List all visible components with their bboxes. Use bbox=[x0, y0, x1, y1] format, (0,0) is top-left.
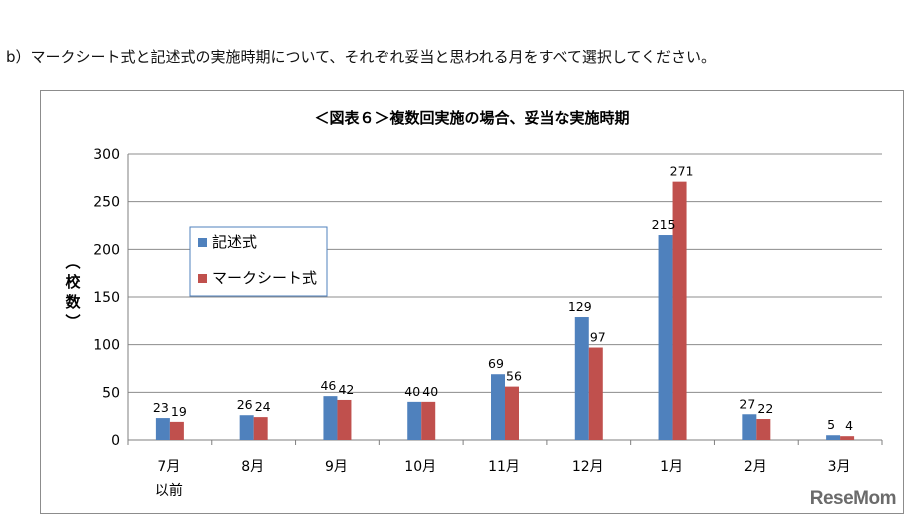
y-tick-label: 100 bbox=[93, 338, 120, 354]
data-label: 46 bbox=[320, 378, 336, 393]
bar-kijutsu bbox=[239, 415, 254, 440]
chart-frame bbox=[40, 90, 904, 514]
x-tick-label: 7月 bbox=[157, 459, 180, 475]
bar-kijutsu bbox=[742, 414, 757, 440]
data-label: 69 bbox=[488, 356, 504, 371]
data-label: 129 bbox=[568, 299, 592, 314]
x-tick-label: 10月 bbox=[404, 459, 436, 475]
x-tick-label: 12月 bbox=[572, 459, 604, 475]
legend-swatch-kijutsu bbox=[198, 238, 207, 247]
data-label: 23 bbox=[153, 400, 169, 415]
x-tick-label: 8月 bbox=[241, 459, 264, 475]
data-label: 22 bbox=[757, 401, 773, 416]
data-label: 40 bbox=[422, 384, 438, 399]
data-label: 26 bbox=[237, 397, 253, 412]
bar-marksheet bbox=[253, 417, 268, 440]
bar-marksheet bbox=[756, 419, 771, 440]
x-tick-label: 以前 bbox=[155, 482, 183, 499]
y-axis-label-char: ︶ bbox=[64, 313, 80, 331]
data-label: 97 bbox=[590, 330, 606, 345]
y-tick-label: 0 bbox=[111, 433, 120, 449]
y-axis-label-char: 数 bbox=[65, 293, 81, 311]
bar-kijutsu bbox=[407, 401, 422, 440]
data-label: 42 bbox=[338, 382, 354, 397]
data-label: 19 bbox=[171, 404, 187, 419]
question-text: b）マークシート式と記述式の実施時期について、それぞれ妥当と思われる月をすべて選… bbox=[6, 48, 717, 66]
data-label: 24 bbox=[255, 399, 271, 414]
data-label: 4 bbox=[845, 418, 853, 433]
x-tick-label: 11月 bbox=[488, 459, 520, 475]
y-tick-label: 150 bbox=[93, 290, 120, 306]
bar-marksheet bbox=[672, 181, 687, 440]
y-axis-ticks: 0 50 100 150 200 250 300 bbox=[93, 147, 120, 449]
bar-kijutsu bbox=[155, 418, 170, 440]
bar-marksheet bbox=[337, 399, 352, 440]
y-tick-label: 200 bbox=[93, 242, 120, 258]
bar-kijutsu bbox=[574, 317, 589, 440]
chart-title: ＜図表６＞複数回実施の場合、妥当な実施時期 bbox=[314, 109, 629, 127]
y-axis-label-char: 校 bbox=[65, 273, 81, 291]
y-axis-label: ︵ 校数 ︶ bbox=[64, 253, 81, 331]
x-tick-label: 1月 bbox=[660, 459, 683, 475]
data-label: 27 bbox=[739, 396, 755, 411]
legend-label-marksheet: マークシート式 bbox=[212, 269, 317, 287]
y-tick-label: 300 bbox=[93, 147, 120, 163]
x-tick-label: 3月 bbox=[828, 459, 851, 475]
bar-kijutsu bbox=[826, 435, 841, 440]
bar-kijutsu bbox=[491, 374, 505, 440]
legend-swatch-marksheet bbox=[198, 274, 207, 283]
bar-marksheet bbox=[840, 436, 855, 440]
bars bbox=[155, 181, 855, 440]
bar-marksheet bbox=[505, 386, 519, 440]
bar-marksheet bbox=[421, 401, 436, 440]
y-axis-label-char: ︵ bbox=[64, 253, 80, 271]
legend-label-kijutsu: 記述式 bbox=[212, 233, 257, 251]
data-label: 215 bbox=[652, 217, 676, 232]
bar-kijutsu bbox=[658, 235, 673, 440]
data-label: 40 bbox=[404, 384, 420, 399]
bar-marksheet bbox=[588, 347, 603, 440]
data-label: 5 bbox=[827, 417, 835, 432]
bar-kijutsu bbox=[323, 396, 338, 440]
bar-marksheet bbox=[169, 421, 184, 440]
x-tick-label: 2月 bbox=[744, 459, 767, 475]
y-tick-label: 50 bbox=[102, 385, 120, 401]
data-label: 271 bbox=[670, 164, 694, 179]
x-tick-label: 9月 bbox=[325, 459, 348, 475]
y-tick-label: 250 bbox=[93, 195, 120, 211]
data-label: 56 bbox=[506, 369, 522, 384]
resemom-watermark-logo: ReseMom bbox=[809, 488, 897, 509]
